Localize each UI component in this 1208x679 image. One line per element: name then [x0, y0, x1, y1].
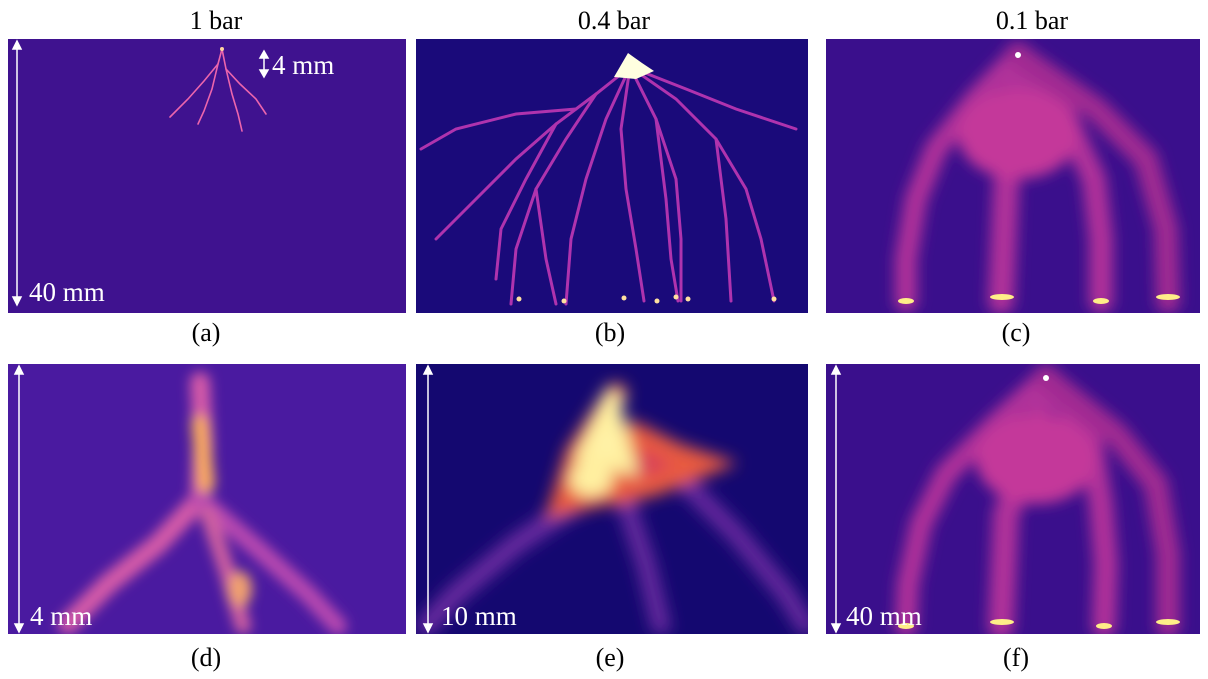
- panel-f-image: [826, 364, 1200, 634]
- panel-a-image: [8, 39, 406, 313]
- panel-c-image: [826, 39, 1200, 313]
- scale-label-f-40mm: 40 mm: [846, 601, 922, 631]
- caption-f: (f): [1003, 643, 1029, 672]
- column-title-0.4bar: 0.4 bar: [577, 6, 651, 35]
- caption-e: (e): [595, 643, 625, 672]
- scale-label-a-4mm: 4 mm: [272, 50, 335, 80]
- scale-label-e-10mm: 10 mm: [441, 601, 517, 631]
- caption-d: (d): [190, 643, 222, 672]
- scale-label-a-40mm: 40 mm: [29, 277, 105, 307]
- caption-a: (a): [191, 318, 221, 347]
- panel-b-image: [416, 39, 808, 313]
- column-title-1bar: 1 bar: [189, 6, 243, 35]
- scale-label-d-4mm: 4 mm: [30, 601, 93, 631]
- panel-e-image: [416, 364, 808, 634]
- column-title-0.1bar: 0.1 bar: [995, 6, 1069, 35]
- caption-b: (b): [594, 318, 626, 347]
- panel-d-image: [8, 364, 406, 634]
- caption-c: (c): [1001, 318, 1031, 347]
